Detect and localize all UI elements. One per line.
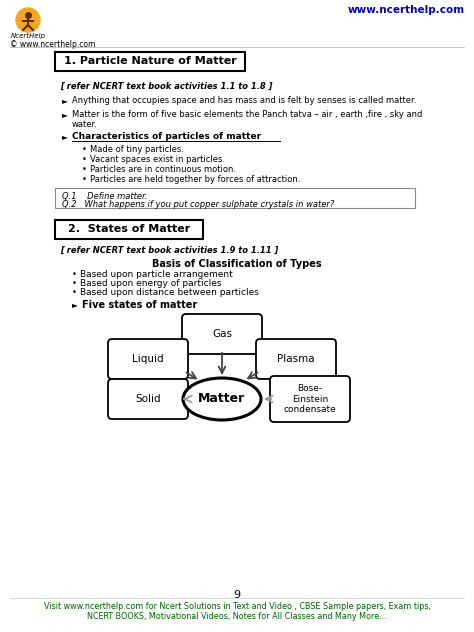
Text: ►: ► <box>72 300 78 309</box>
Text: •: • <box>82 165 87 174</box>
Text: Basis of Classification of Types: Basis of Classification of Types <box>152 259 322 269</box>
Text: •: • <box>72 288 77 297</box>
Text: Made of tiny particles.: Made of tiny particles. <box>90 145 184 154</box>
FancyBboxPatch shape <box>256 339 336 379</box>
Text: ►: ► <box>62 132 68 141</box>
Text: NcertHelp: NcertHelp <box>10 33 46 39</box>
Text: ►: ► <box>62 96 68 105</box>
FancyBboxPatch shape <box>182 314 262 354</box>
Text: Characteristics of particles of matter: Characteristics of particles of matter <box>72 132 261 141</box>
FancyBboxPatch shape <box>55 52 245 71</box>
Text: Solid: Solid <box>135 394 161 404</box>
Text: Visit www.ncerthelp.com for Ncert Solutions in Text and Video , CBSE Sample pape: Visit www.ncerthelp.com for Ncert Soluti… <box>44 602 430 611</box>
Text: Matter is the form of five basic elements the Panch tatva – air , earth ,fire , : Matter is the form of five basic element… <box>72 110 422 119</box>
FancyBboxPatch shape <box>108 379 188 419</box>
FancyBboxPatch shape <box>55 188 415 208</box>
Text: •: • <box>82 175 87 184</box>
Text: •: • <box>72 270 77 279</box>
Text: •: • <box>82 145 87 154</box>
FancyBboxPatch shape <box>270 376 350 422</box>
Text: © www.ncerthelp.com: © www.ncerthelp.com <box>10 40 95 49</box>
FancyBboxPatch shape <box>55 220 203 239</box>
Text: Based upon distance between particles: Based upon distance between particles <box>80 288 259 297</box>
Ellipse shape <box>183 378 261 420</box>
Text: Bose-
Einstein
condensate: Bose- Einstein condensate <box>283 384 337 414</box>
Text: Particles are held together by forces of attraction.: Particles are held together by forces of… <box>90 175 301 184</box>
Text: Gas: Gas <box>212 329 232 339</box>
Text: Matter: Matter <box>199 392 246 406</box>
Text: Q.2   What happens if you put copper sulphate crystals in water?: Q.2 What happens if you put copper sulph… <box>62 200 334 209</box>
Text: water.: water. <box>72 120 98 129</box>
Text: Plasma: Plasma <box>277 354 315 364</box>
Text: 1. Particle Nature of Matter: 1. Particle Nature of Matter <box>64 56 237 66</box>
Text: 2.  States of Matter: 2. States of Matter <box>68 224 190 234</box>
Text: www.ncerthelp.com: www.ncerthelp.com <box>348 5 465 15</box>
Text: •: • <box>72 279 77 288</box>
Text: Liquid: Liquid <box>132 354 164 364</box>
Text: Five states of matter: Five states of matter <box>82 300 197 310</box>
Circle shape <box>16 8 40 32</box>
Text: Based upon particle arrangement: Based upon particle arrangement <box>80 270 233 279</box>
Text: NCERT BOOKS, Motivational Videos, Notes for All Classes and Many More...: NCERT BOOKS, Motivational Videos, Notes … <box>87 612 387 621</box>
Text: Particles are in continuous motion.: Particles are in continuous motion. <box>90 165 236 174</box>
Text: Anything that occupies space and has mass and is felt by senses is called matter: Anything that occupies space and has mas… <box>72 96 416 105</box>
Text: [ refer NCERT text book activities 1.1 to 1.8 ]: [ refer NCERT text book activities 1.1 t… <box>60 82 273 91</box>
FancyBboxPatch shape <box>108 339 188 379</box>
Text: Based upon energy of particles: Based upon energy of particles <box>80 279 221 288</box>
Text: [ refer NCERT text book activities 1.9 to 1.11 ]: [ refer NCERT text book activities 1.9 t… <box>60 246 278 255</box>
Text: •: • <box>82 155 87 164</box>
Text: ►: ► <box>62 110 68 119</box>
Text: 9: 9 <box>233 590 241 600</box>
Text: Vacant spaces exist in particles.: Vacant spaces exist in particles. <box>90 155 225 164</box>
Text: Q.1    Define matter.: Q.1 Define matter. <box>62 192 147 201</box>
